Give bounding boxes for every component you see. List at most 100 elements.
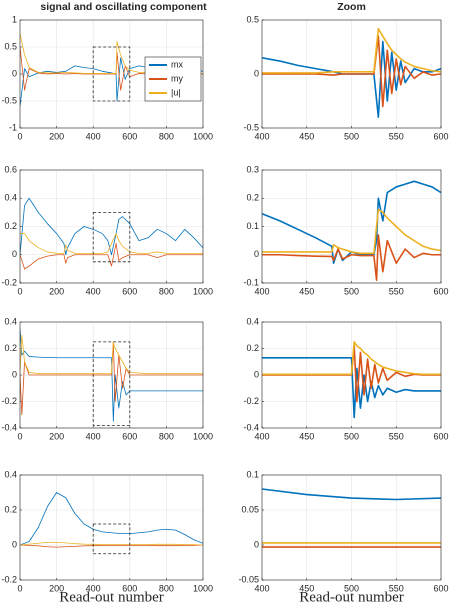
- chart-title: signal and oscillating component: [40, 1, 207, 13]
- series-line: [20, 243, 203, 270]
- y-tick-label: 0: [254, 249, 259, 259]
- zoom-box: [92, 523, 131, 555]
- y-tick-label: -0.5: [1, 95, 17, 105]
- y-tick-label: -1: [9, 122, 17, 132]
- x-tick-label: 500: [344, 286, 359, 296]
- x-tick-label: 450: [299, 286, 314, 296]
- y-tick-label: 0.2: [4, 343, 17, 353]
- x-tick-label: 400: [86, 286, 101, 296]
- y-tick-label: 0: [254, 369, 259, 379]
- x-tick-label: 400: [254, 583, 269, 593]
- legend-label: my: [171, 73, 183, 83]
- x-tick-label: 450: [299, 431, 314, 441]
- x-tick-label: 400: [86, 131, 101, 141]
- y-tick-label: 0: [12, 539, 17, 549]
- series-line: [20, 334, 203, 375]
- x-tick-label: 400: [254, 431, 269, 441]
- y-tick-label: 0.2: [246, 193, 259, 203]
- x-tick-label: 400: [86, 431, 101, 441]
- x-tick-label: 450: [299, 583, 314, 593]
- series-line: [262, 27, 441, 74]
- axes-frame: [261, 19, 442, 129]
- y-tick-label: -0.2: [1, 574, 17, 584]
- series-line: [262, 208, 441, 255]
- series-line: [20, 197, 203, 256]
- axes-frame: [261, 321, 442, 429]
- x-tick-label: 500: [344, 431, 359, 441]
- y-tick-label: 0.5: [246, 14, 259, 24]
- x-tick-label: 600: [122, 131, 137, 141]
- y-tick-label: 0.1: [246, 469, 259, 479]
- x-tick-label: 500: [344, 583, 359, 593]
- y-tick-label: 0: [12, 249, 17, 259]
- y-tick-label: 0.1: [246, 221, 259, 231]
- y-tick-label: -0.2: [1, 396, 17, 406]
- x-tick-label: 0: [17, 286, 22, 296]
- x-tick-label: 200: [49, 286, 64, 296]
- y-tick-label: 0: [12, 369, 17, 379]
- x-tick-label: 800: [159, 131, 174, 141]
- y-tick-label: 0: [254, 539, 259, 549]
- x-axis-label: Read-out number: [299, 589, 404, 605]
- y-tick-label: -0.05: [238, 574, 259, 584]
- y-tick-label: 0.4: [4, 469, 17, 479]
- x-tick-label: 400: [254, 131, 269, 141]
- series-line: [20, 233, 203, 254]
- series-line: [262, 356, 441, 419]
- series-line: [262, 234, 441, 281]
- x-tick-label: 600: [122, 431, 137, 441]
- x-tick-label: 600: [433, 131, 448, 141]
- x-tick-label: 600: [433, 583, 448, 593]
- plot-area: [20, 197, 203, 270]
- legend-label: |u|: [171, 87, 181, 97]
- x-tick-label: 1000: [193, 583, 213, 593]
- axes-frame: [19, 321, 204, 429]
- x-tick-label: 200: [49, 431, 64, 441]
- y-tick-label: 1: [12, 14, 17, 24]
- y-tick-label: 0.4: [246, 316, 259, 326]
- y-tick-label: -0.2: [1, 277, 17, 287]
- x-tick-label: 0: [17, 583, 22, 593]
- x-tick-label: 800: [159, 431, 174, 441]
- y-tick-label: 0.4: [4, 316, 17, 326]
- x-tick-label: 600: [122, 583, 137, 593]
- series-line: [262, 488, 441, 501]
- y-tick-label: 0.6: [4, 164, 17, 174]
- x-tick-label: 1000: [193, 286, 213, 296]
- y-tick-label: 0.2: [4, 221, 17, 231]
- zoom-box: [92, 211, 131, 263]
- plot-area: [262, 341, 441, 419]
- x-tick-label: 200: [49, 131, 64, 141]
- y-tick-label: -0.5: [243, 122, 259, 132]
- series-line: [20, 544, 203, 548]
- plot-area: [262, 488, 441, 548]
- y-tick-label: 0: [254, 68, 259, 78]
- plot-area: [20, 492, 203, 548]
- x-axis-label: Read-out number: [59, 589, 164, 605]
- legend-label: mx: [171, 59, 183, 69]
- plot-area: [262, 180, 441, 281]
- x-tick-label: 550: [389, 431, 404, 441]
- x-tick-label: 1000: [193, 431, 213, 441]
- axes-frame: [19, 169, 204, 284]
- y-tick-label: 0.3: [246, 164, 259, 174]
- y-tick-label: -0.4: [1, 422, 17, 432]
- series-line: [262, 341, 441, 376]
- x-tick-label: 600: [122, 286, 137, 296]
- series-line: [20, 492, 203, 546]
- axes-frame: [19, 474, 204, 581]
- axes-frame: [261, 474, 442, 581]
- x-tick-label: 600: [433, 286, 448, 296]
- x-tick-label: 550: [389, 583, 404, 593]
- y-tick-label: -0.4: [243, 422, 259, 432]
- x-tick-label: 400: [254, 286, 269, 296]
- plot-area: [20, 328, 203, 422]
- series-line: [262, 180, 441, 265]
- x-tick-label: 0: [17, 131, 22, 141]
- x-tick-label: 600: [433, 431, 448, 441]
- x-tick-label: 800: [159, 583, 174, 593]
- y-tick-label: 0.5: [4, 41, 17, 51]
- x-tick-label: 200: [49, 583, 64, 593]
- x-tick-label: 550: [389, 131, 404, 141]
